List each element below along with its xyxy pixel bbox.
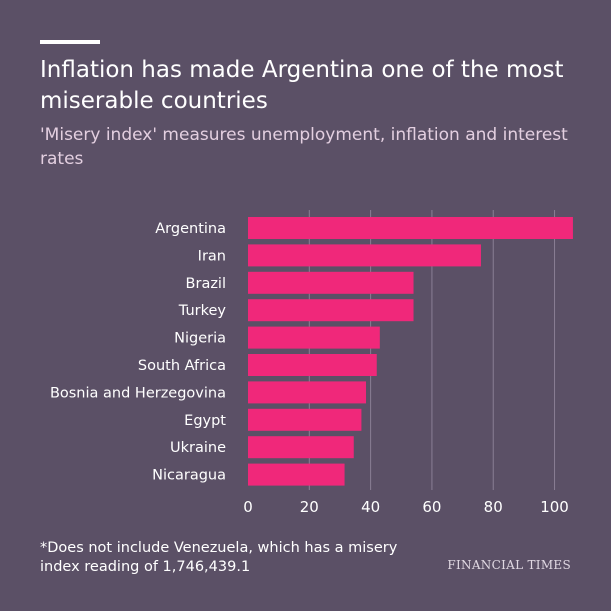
chart-title: Inflation has made Argentina one of the … [40,57,564,114]
category-label: Argentina [155,221,226,237]
tick-label: 60 [422,498,441,516]
bar [248,271,414,294]
bar [248,326,380,349]
category-label: Iran [198,248,226,264]
bar [248,408,362,431]
bar [248,354,377,376]
bar [248,381,367,404]
bar [248,217,573,239]
footnote: *Does not include Venezuela, which has a… [40,540,398,575]
tick-label: 100 [540,498,569,516]
category-label: Bosnia and Herzegovina [50,385,226,401]
category-label: Ukraine [170,440,226,456]
bar [248,463,345,486]
tick-label: 80 [484,498,503,516]
bar [248,244,481,267]
category-label: Brazil [186,276,226,292]
bar [248,299,414,322]
source-label: FINANCIAL TIMES [447,558,571,572]
bar [248,436,354,459]
tick-label: 40 [361,498,380,516]
title-rule [40,40,100,44]
tick-label: 0 [243,498,253,516]
category-label: Nigeria [174,331,226,347]
tick-label: 20 [300,498,319,516]
category-label: Egypt [184,413,226,429]
chart-subtitle: 'Misery index' measures unemployment, in… [40,125,568,169]
category-label: Nicaragua [152,468,226,484]
category-label: South Africa [138,358,226,374]
category-label: Turkey [178,303,227,319]
